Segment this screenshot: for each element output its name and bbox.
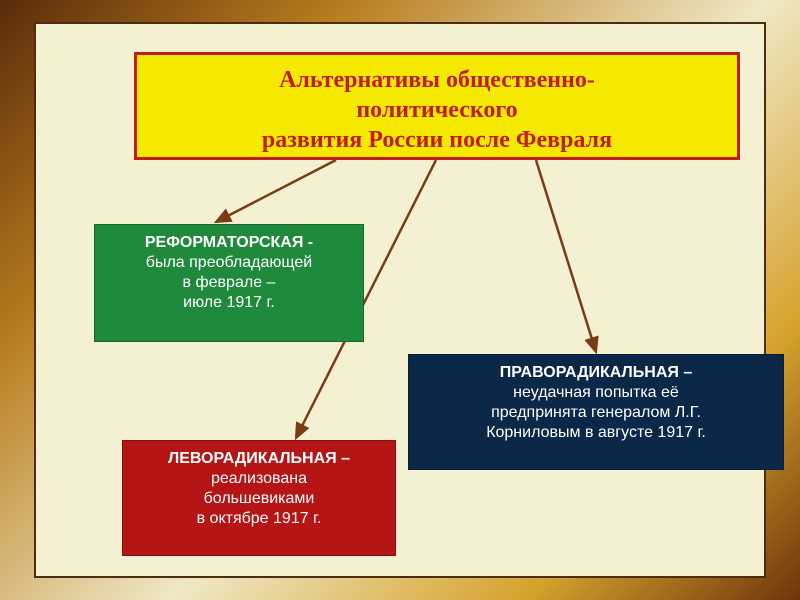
title-line-1: Альтернативы общественно- xyxy=(279,67,595,93)
node-right-title: ПРАВОРАДИКАЛЬНАЯ – xyxy=(419,363,773,383)
title-line-3: развития России после Февраля xyxy=(262,127,612,153)
node-left-title: ЛЕВОРАДИКАЛЬНАЯ – xyxy=(133,449,385,469)
node-left-body-2: большевиками xyxy=(204,490,315,507)
node-reform: РЕФОРМАТОРСКАЯ - была преобладающей в фе… xyxy=(94,224,364,342)
node-left: ЛЕВОРАДИКАЛЬНАЯ – реализована большевика… xyxy=(122,440,396,556)
node-right: ПРАВОРАДИКАЛЬНАЯ – неудачная попытка её … xyxy=(408,354,784,470)
slide-frame: Альтернативы общественно- политического … xyxy=(0,0,800,600)
title-box: Альтернативы общественно- политического … xyxy=(134,52,740,160)
slide-inner: Альтернативы общественно- политического … xyxy=(34,22,766,578)
node-reform-body-1: была преобладающей xyxy=(146,254,312,271)
node-reform-body-2: в феврале – xyxy=(183,274,276,291)
title-line-2: политического xyxy=(356,97,517,123)
node-right-body-3: Корниловым в августе 1917 г. xyxy=(486,424,706,441)
node-left-body-1: реализована xyxy=(211,470,307,487)
node-reform-body-3: июле 1917 г. xyxy=(183,294,275,311)
node-right-body-1: неудачная попытка её xyxy=(513,384,679,401)
arrow-1 xyxy=(216,160,336,222)
node-right-body-2: предпринята генералом Л.Г. xyxy=(491,404,701,421)
arrow-3 xyxy=(536,160,596,352)
node-reform-title: РЕФОРМАТОРСКАЯ - xyxy=(105,233,353,253)
node-left-body-3: в октябре 1917 г. xyxy=(197,510,322,527)
